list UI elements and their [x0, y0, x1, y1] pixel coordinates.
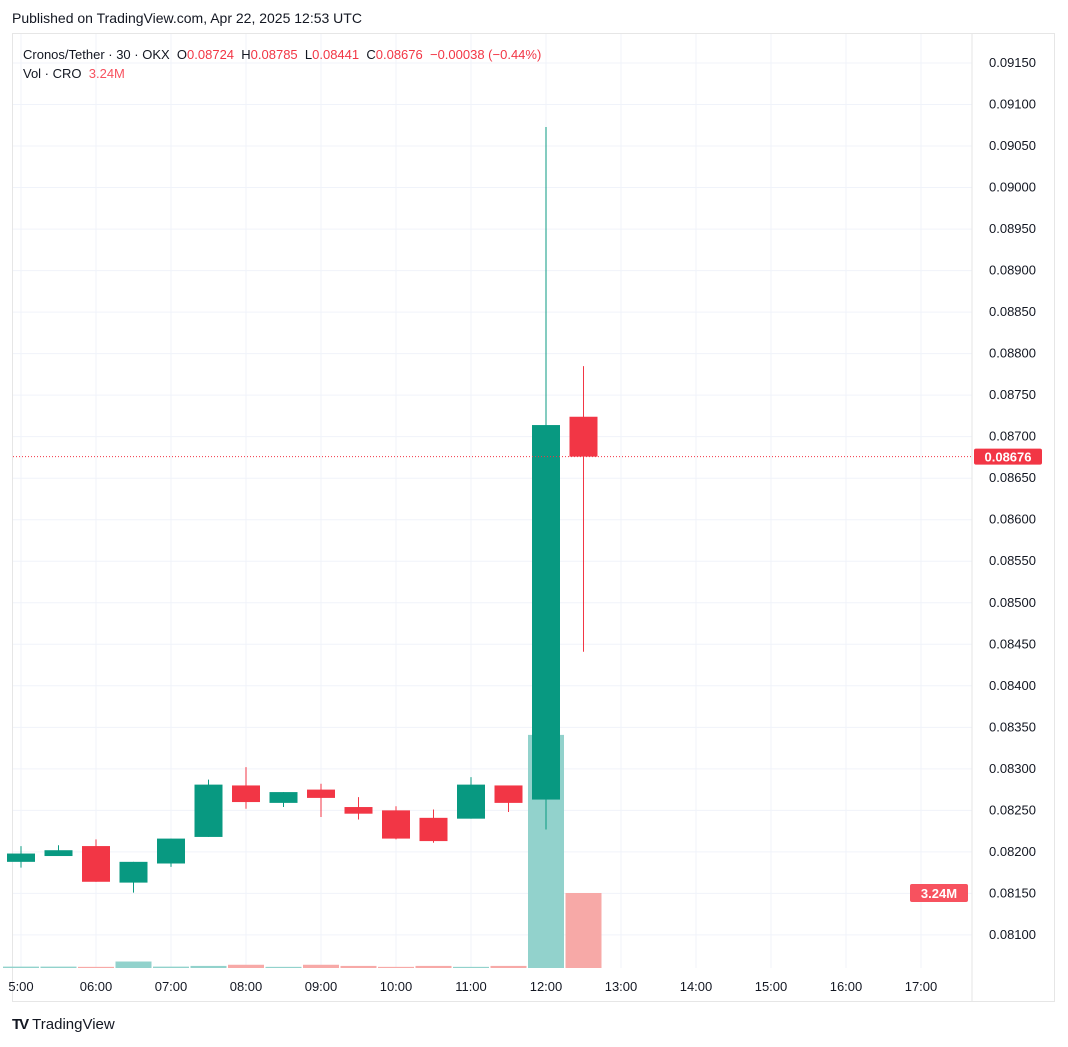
time-tick-label: 07:00 [155, 979, 188, 994]
price-tick-label: 0.08550 [989, 553, 1036, 568]
price-tick-label: 0.09050 [989, 138, 1036, 153]
volume-bar [490, 965, 527, 968]
close-value: 0.08676 [375, 47, 423, 62]
time-tick-label: 15:00 [755, 979, 788, 994]
low-label: L [304, 47, 313, 62]
ohlc-row: Cronos/Tether · 30 · OKX O0.08724 H0.087… [23, 45, 541, 64]
time-tick-label: 09:00 [305, 979, 338, 994]
candle-body[interactable] [344, 807, 373, 814]
price-tick-label: 0.08500 [989, 595, 1036, 610]
chart-legend: Cronos/Tether · 30 · OKX O0.08724 H0.087… [23, 45, 541, 83]
candle-body[interactable] [119, 861, 148, 883]
candle-body[interactable] [457, 784, 485, 819]
close-label: C [366, 47, 376, 62]
time-tick-label: 10:00 [380, 979, 413, 994]
price-tick-label: 0.08750 [989, 387, 1036, 402]
price-tick-label: 0.08700 [989, 429, 1036, 444]
candle-body[interactable] [419, 817, 448, 842]
time-tick-label: 5:00 [8, 979, 33, 994]
volume-bar [40, 966, 77, 968]
high-value: 0.08785 [250, 47, 298, 62]
price-tick-label: 0.08900 [989, 263, 1036, 278]
volume-bar [78, 966, 114, 968]
volume-bar [378, 966, 414, 968]
volume-bar [303, 964, 339, 968]
price-tick-label: 0.08600 [989, 512, 1036, 527]
last-price-label: 0.08676 [985, 450, 1032, 465]
time-tick-label: 08:00 [230, 979, 263, 994]
last-volume-label: 3.24M [921, 886, 957, 901]
volume-bar [565, 893, 602, 968]
change-value: −0.00038 (−0.44%) [429, 47, 542, 62]
volume-value: 3.24M [88, 66, 125, 81]
price-tick-label: 0.08300 [989, 761, 1036, 776]
candle-body[interactable] [44, 850, 73, 857]
candle-body[interactable] [307, 789, 335, 798]
volume-bar [415, 965, 452, 968]
time-tick-label: 12:00 [530, 979, 563, 994]
price-tick-label: 0.09100 [989, 97, 1036, 112]
volume-bar [153, 966, 189, 968]
low-value: 0.08441 [312, 47, 360, 62]
tradingview-logo[interactable]: TV TradingView [12, 1016, 115, 1033]
volume-label: Vol · CRO [23, 66, 82, 81]
candle-body[interactable] [157, 838, 185, 864]
candle-body[interactable] [194, 784, 223, 837]
published-caption: Published on TradingView.com, Apr 22, 20… [12, 10, 362, 26]
price-tick-label: 0.08200 [989, 844, 1036, 859]
price-tick-label: 0.08250 [989, 802, 1036, 817]
open-value: 0.08724 [187, 47, 235, 62]
candle-body[interactable] [7, 853, 35, 862]
time-tick-label: 06:00 [80, 979, 113, 994]
volume-bar [3, 966, 39, 968]
volume-bar [190, 965, 227, 968]
volume-row: Vol · CRO 3.24M [23, 64, 541, 83]
candle-body[interactable] [232, 785, 260, 803]
symbol-label[interactable]: Cronos/Tether · 30 · OKX [23, 47, 170, 62]
logo-text: TradingView [32, 1016, 115, 1033]
candle-body[interactable] [82, 846, 110, 882]
volume-bar [265, 966, 302, 968]
high-label: H [241, 47, 251, 62]
price-tick-label: 0.08150 [989, 885, 1036, 900]
candle-body[interactable] [269, 792, 298, 803]
chart-frame [12, 33, 1055, 1002]
last-volume-badge [910, 884, 968, 902]
price-tick-label: 0.08100 [989, 927, 1036, 942]
price-tick-label: 0.08800 [989, 346, 1036, 361]
price-tick-label: 0.08650 [989, 470, 1036, 485]
last-price-badge [974, 448, 1042, 465]
time-tick-label: 13:00 [605, 979, 638, 994]
volume-bar [340, 965, 377, 968]
candle-body[interactable] [532, 425, 560, 800]
price-tick-label: 0.08850 [989, 304, 1036, 319]
candle-body[interactable] [569, 416, 598, 457]
time-tick-label: 11:00 [455, 979, 487, 994]
candle-body[interactable] [382, 810, 410, 839]
volume-bar [453, 966, 489, 968]
volume-bar [228, 964, 264, 968]
candle-body[interactable] [494, 785, 523, 803]
open-label: O [176, 47, 188, 62]
time-tick-label: 16:00 [830, 979, 863, 994]
price-tick-label: 0.08450 [989, 636, 1036, 651]
time-tick-label: 17:00 [905, 979, 938, 994]
tradingview-logo-icon: TV [12, 1016, 29, 1033]
price-tick-label: 0.09150 [989, 55, 1036, 70]
price-tick-label: 0.09000 [989, 180, 1036, 195]
volume-bar [115, 961, 152, 968]
price-tick-label: 0.08950 [989, 221, 1036, 236]
price-tick-label: 0.08350 [989, 719, 1036, 734]
price-tick-label: 0.08400 [989, 678, 1036, 693]
time-tick-label: 14:00 [680, 979, 713, 994]
